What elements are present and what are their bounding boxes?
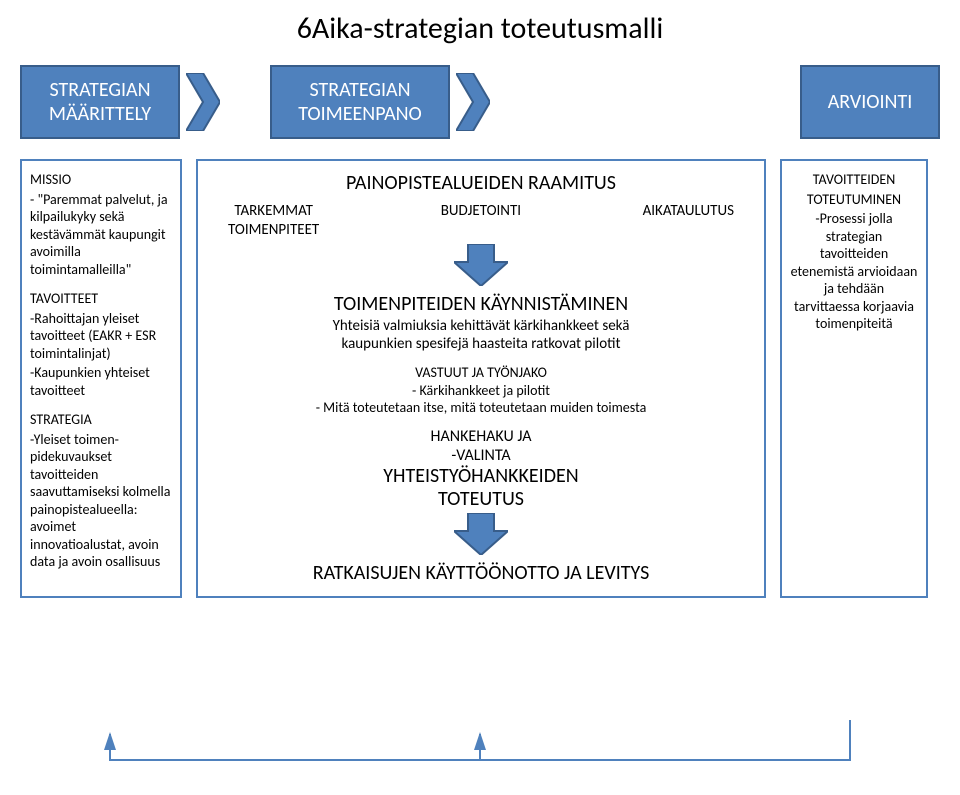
tarkemmat-label-2: TOIMENPITEET [228,221,319,240]
ratkaisujen-heading: RATKAISUJEN KÄYTTÖÖNOTTO JA LEVITYS [206,561,756,586]
kaynnistaminen-heading: TOIMENPITEIDEN KÄYNNISTÄMINEN [206,292,756,317]
col-left: MISSIO - "Paremmat palvelut, ja kilpailu… [20,159,182,598]
vastuut-text-1: - Kärkihankkeet ja pilotit [206,382,756,400]
header-box-2-label: STRATEGIAN TOIMEENPANO [272,78,448,126]
raamitus-heading: PAINOPISTEALUEIDEN RAAMITUS [206,171,756,196]
hankehaku-2: -VALINTA [206,446,756,465]
hankehaku-1: HANKEHAKU JA [206,427,756,446]
strategia-text: -Yleiset toimen-pidekuvaukset tavoitteid… [30,431,172,571]
tavoitteet-text-1: -Rahoittajan yleiset tavoitteet (EAKR + … [30,310,172,363]
budjetointi-label: BUDJETOINTI [441,202,521,240]
strategia-heading: STRATEGIA [30,411,172,429]
col-mid: PAINOPISTEALUEIDEN RAAMITUS TARKEMMAT TO… [196,159,766,598]
header-row: STRATEGIAN MÄÄRITTELY STRATEGIAN TOIMEEN… [20,65,940,139]
arrow-down-icon [206,244,756,286]
kaynnistaminen-text-2: kaupunkien spesifejä haasteita ratkovat … [206,335,756,354]
yhteistyo-1: YHTEISTYÖHANKKEIDEN [206,465,756,488]
tavoitteiden-h1: TAVOITTEIDEN [790,171,918,189]
header-box-1-label: STRATEGIAN MÄÄRITTELY [22,78,178,126]
chevron-right-icon [186,73,220,131]
tavoitteiden-h2: TOTEUTUMINEN [790,191,918,209]
header-box-3-label: ARVIOINTI [828,90,913,114]
columns: MISSIO - "Paremmat palvelut, ja kilpailu… [20,159,940,598]
aikataulutus-label: AIKATAULUTUS [643,202,734,240]
tarkemmat-label-1: TARKEMMAT [228,202,319,221]
chevron-right-icon [456,73,490,131]
vastuut-text-2: - Mitä toteutetaan itse, mitä toteutetaa… [206,399,756,417]
feedback-arrows [0,720,960,790]
vastuut-heading: VASTUUT JA TYÖNJAKO [206,364,756,382]
raamitus-subrow: TARKEMMAT TOIMENPITEET BUDJETOINTI AIKAT… [206,202,756,240]
arrow-down-icon [206,513,756,555]
page-title: 6Aika-strategian toteutusmalli [20,10,940,47]
kaynnistaminen-text-1: Yhteisiä valmiuksia kehittävät kärkihank… [206,317,756,336]
col-right: TAVOITTEIDEN TOTEUTUMINEN -Prosessi joll… [780,159,928,598]
header-box-toimeenpano: STRATEGIAN TOIMEENPANO [270,65,450,139]
header-box-arviointi: ARVIOINTI [800,65,940,139]
header-box-maarittely: STRATEGIAN MÄÄRITTELY [20,65,180,139]
missio-text: - "Paremmat palvelut, ja kilpailukyky se… [30,191,172,279]
tavoitteet-heading: TAVOITTEET [30,290,172,308]
tavoitteiden-text: -Prosessi jolla strategian tavoitteiden … [790,210,918,333]
missio-heading: MISSIO [30,171,172,189]
yhteistyo-2: TOTEUTUS [206,488,756,511]
tavoitteet-text-2: -Kaupunkien yhteiset tavoitteet [30,364,172,399]
